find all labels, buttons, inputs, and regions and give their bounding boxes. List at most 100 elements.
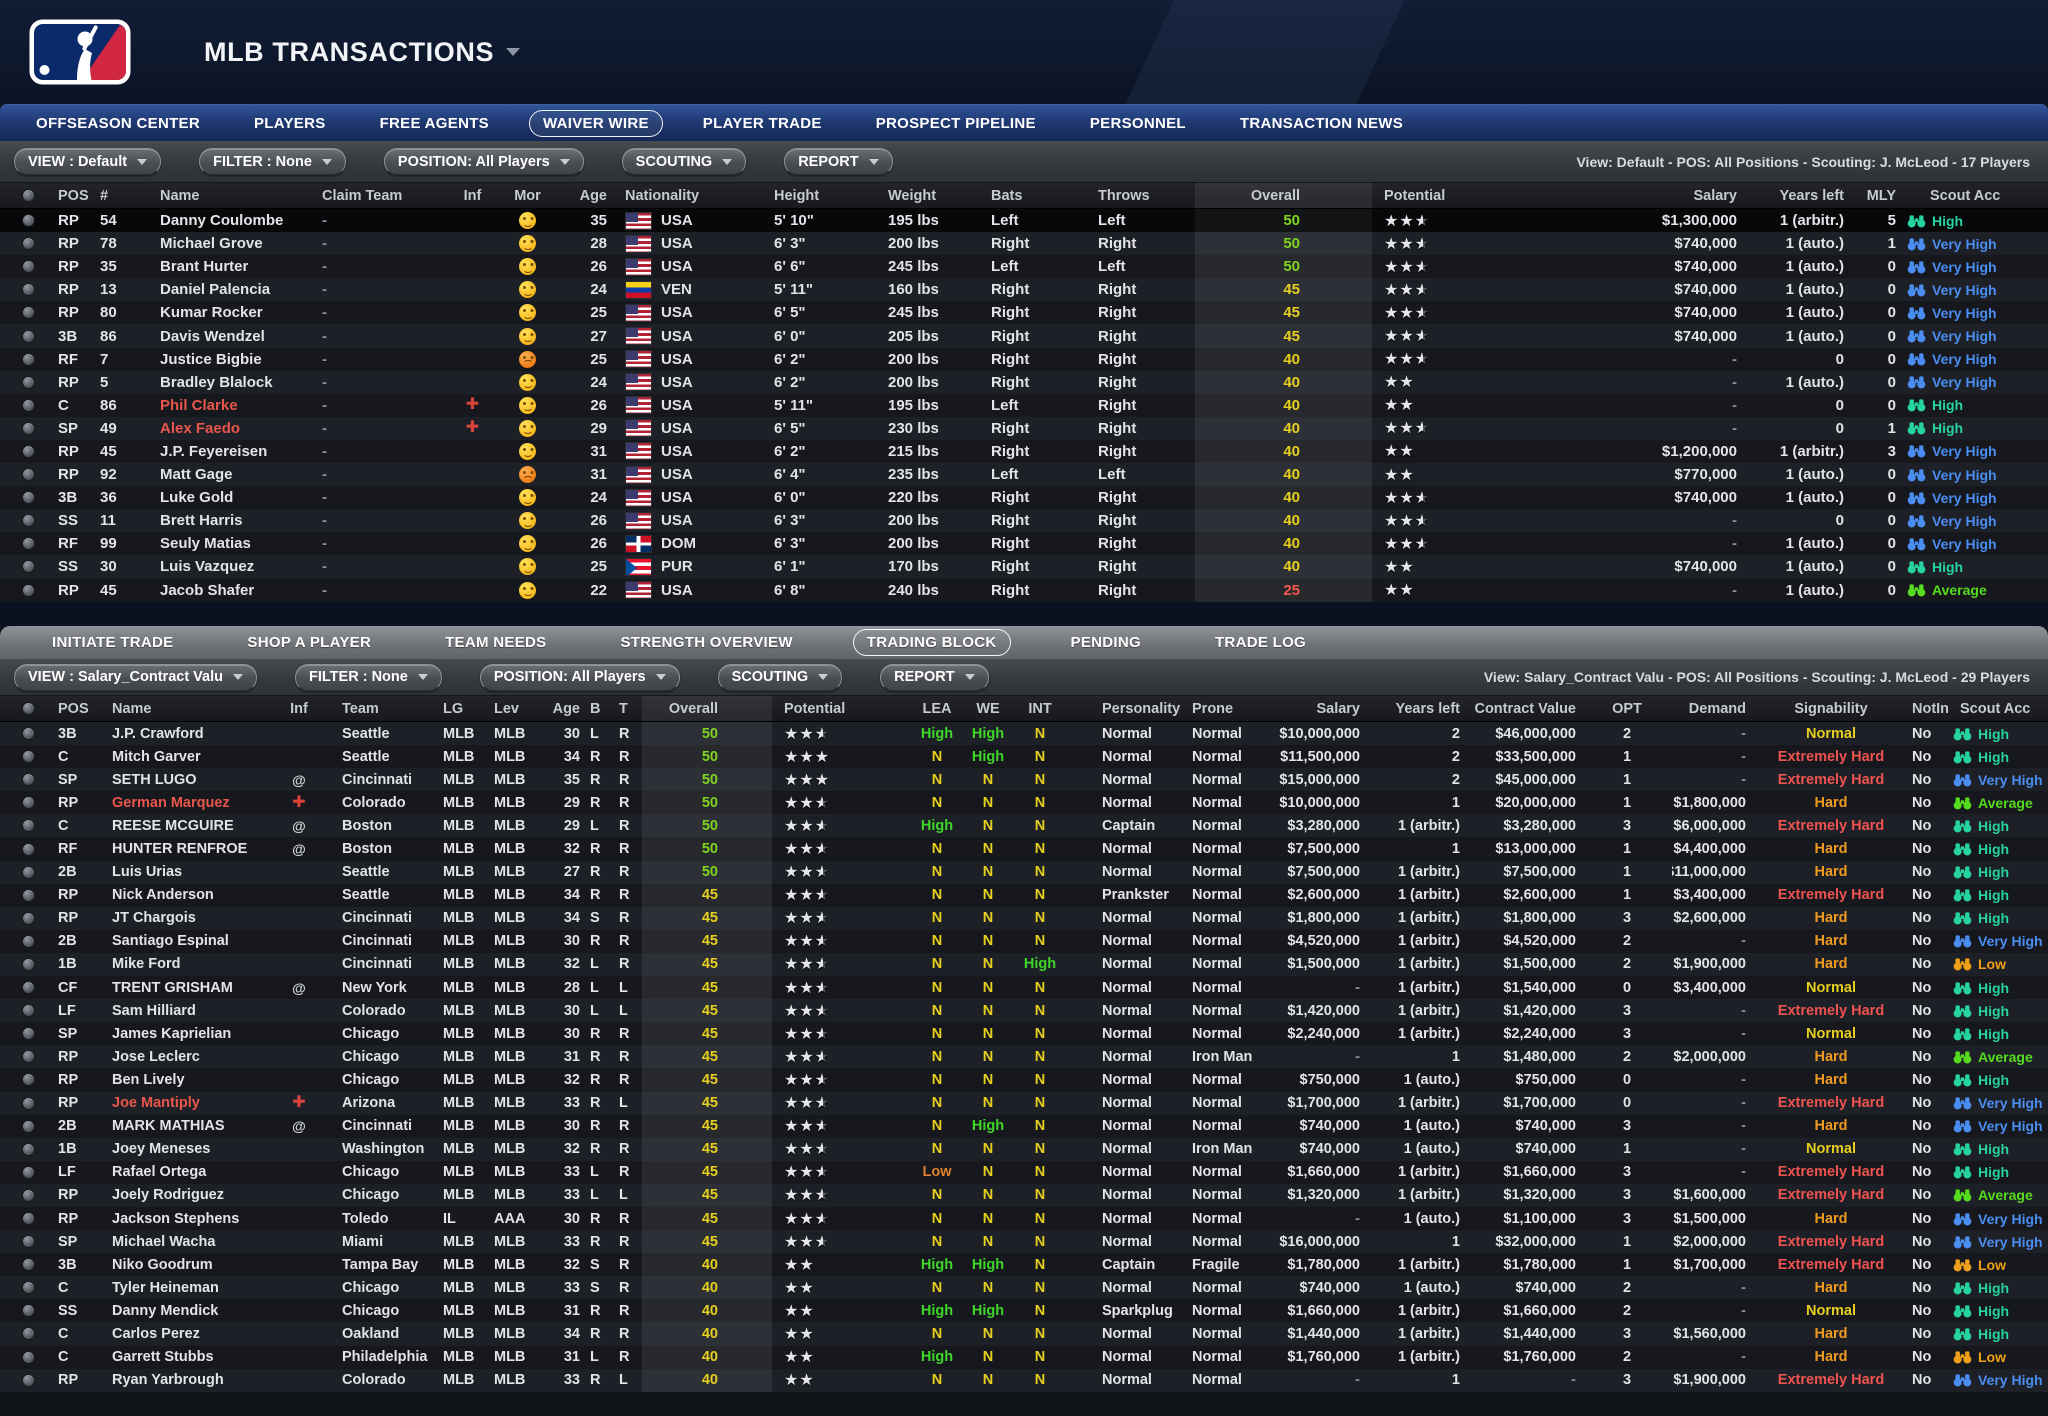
radio-button[interactable] [21, 1073, 35, 1087]
block-row[interactable]: 2B MARK MATHIAS @ Cincinnati MLB MLB 30 R R 45 ★ ★ ★… [0, 1114, 2048, 1138]
col-header-weight[interactable]: Weight [888, 187, 937, 204]
player-name[interactable]: Garrett Stubbs [112, 1349, 214, 1366]
radio-button[interactable] [21, 750, 35, 764]
col-header-pot[interactable]: Potential [1384, 187, 1446, 204]
player-name[interactable]: Sam Hilliard [112, 1002, 196, 1019]
player-name[interactable]: Niko Goodrum [112, 1256, 213, 1273]
player-name[interactable]: Ryan Yarbrough [112, 1372, 224, 1389]
col-header-team[interactable]: Team [342, 700, 379, 717]
radio-button[interactable] [21, 842, 35, 856]
player-name[interactable]: Matt Gage [160, 466, 233, 484]
radio-button[interactable] [21, 214, 35, 228]
filter-position[interactable]: POSITION: All Players [479, 663, 680, 691]
col-header-ovr[interactable]: Overall [1195, 183, 1372, 208]
col-header-select[interactable] [0, 183, 56, 208]
tab-initiate-trade[interactable]: INITIATE TRADE [52, 634, 174, 651]
player-name[interactable]: Tyler Heineman [112, 1279, 219, 1296]
col-header-prone[interactable]: Prone [1192, 700, 1234, 717]
waiver-row[interactable]: RP 45 Jacob Shafer -22 USA 6' 8" 240 lbs Right R… [0, 578, 2048, 602]
tab-personnel[interactable]: PERSONNEL [1089, 114, 1186, 132]
radio-button[interactable] [21, 888, 35, 902]
radio-button[interactable] [21, 1212, 35, 1226]
col-header-scout[interactable]: Scout Acc [1960, 700, 2031, 717]
waiver-row[interactable]: RP 78 Michael Grove -28 USA 6' 3" 200 lbs Right… [0, 232, 2048, 256]
player-name[interactable]: Seuly Matias [160, 535, 251, 553]
col-header-mly[interactable]: MLY [1866, 187, 1896, 204]
block-row[interactable]: SP James Kaprielian Chicago MLB MLB 30 R R 45 ★ ★ ★… [0, 1022, 2048, 1046]
player-name[interactable]: Kumar Rocker [160, 304, 263, 322]
filter-view[interactable]: VIEW : Default [14, 148, 162, 175]
block-row[interactable]: C Tyler Heineman Chicago MLB MLB 33 S R 40 ★ ★ N N N N… [0, 1276, 2048, 1300]
player-name[interactable]: REESE MCGUIRE [112, 817, 234, 834]
col-header-inf[interactable]: Inf [463, 187, 482, 204]
radio-button[interactable] [21, 514, 35, 528]
col-header-throws[interactable]: Throws [1098, 187, 1150, 204]
col-header-pers[interactable]: Personality [1102, 700, 1181, 717]
col-header-demand[interactable]: Demand [1688, 700, 1746, 717]
col-header-opt[interactable]: OPT [1612, 700, 1642, 717]
player-name[interactable]: Phil Clarke [160, 396, 238, 414]
radio-button[interactable] [21, 981, 35, 995]
radio-button[interactable] [21, 306, 35, 320]
player-name[interactable]: SETH LUGO [112, 771, 197, 788]
player-name[interactable]: Ben Lively [112, 1071, 185, 1088]
col-header-name[interactable]: Name [160, 187, 200, 204]
waiver-row[interactable]: RP 80 Kumar Rocker -25 USA 6' 5" 245 lbs Right R… [0, 301, 2048, 325]
radio-button[interactable] [21, 444, 35, 458]
radio-button[interactable] [21, 957, 35, 971]
radio-button[interactable] [21, 237, 35, 251]
radio-button[interactable] [21, 1188, 35, 1202]
col-header-lg[interactable]: LG [443, 700, 464, 717]
player-name[interactable]: Luis Urias [112, 864, 183, 881]
block-row[interactable]: 3B Niko Goodrum Tampa Bay MLB MLB 32 S R 40 ★ ★ Hig… [0, 1253, 2048, 1277]
col-header-select[interactable] [0, 696, 56, 721]
waiver-row[interactable]: C 86 Phil Clarke - ✚ 26 USA 5' 11" 195 lbs Left Ri… [0, 393, 2048, 417]
player-name[interactable]: German Marquez [112, 794, 230, 811]
player-name[interactable]: HUNTER RENFROE [112, 841, 248, 858]
radio-button[interactable] [21, 560, 35, 574]
radio-button[interactable] [21, 1096, 35, 1110]
col-header-ovr[interactable]: Overall [642, 696, 772, 721]
tab-trading-block[interactable]: TRADING BLOCK [852, 629, 1011, 656]
tab-prospect-pipeline[interactable]: PROSPECT PIPELINE [875, 114, 1036, 132]
block-row[interactable]: C Garrett Stubbs Philadelphia MLB MLB 31 L R 40 ★… [0, 1345, 2048, 1369]
block-row[interactable]: 3BJ.P. CrawfordSeattleMLBMLB30LR50★★★Hig… [0, 722, 2048, 746]
block-row[interactable]: 2B Santiago Espinal Cincinnati MLB MLB 30 R R 45… [0, 929, 2048, 953]
col-header-age[interactable]: Age [552, 700, 580, 717]
radio-button[interactable] [21, 1258, 35, 1272]
player-name[interactable]: J.P. Feyereisen [160, 442, 268, 460]
col-header-nat[interactable]: Nationality [625, 187, 700, 204]
player-name[interactable]: Brant Hurter [160, 258, 249, 276]
col-header-pos[interactable]: POS [58, 700, 89, 717]
player-name[interactable]: TRENT GRISHAM [112, 979, 233, 996]
tab-free-agents[interactable]: FREE AGENTS [379, 114, 489, 132]
player-name[interactable]: Bradley Blalock [160, 373, 273, 391]
col-header-scout[interactable]: Scout Acc [1930, 187, 2001, 204]
waiver-row[interactable]: RF 7 Justice Bigbie -25 USA 6' 2" 200 lbs Right… [0, 347, 2048, 371]
player-name[interactable]: Mike Ford [112, 956, 181, 973]
radio-button[interactable] [21, 1050, 35, 1064]
col-header-contract[interactable]: Contract Value [1474, 700, 1576, 717]
filter-view[interactable]: VIEW : Salary_Contract Valu [14, 663, 258, 691]
radio-button[interactable] [21, 865, 35, 879]
filter-report[interactable]: REPORT [880, 663, 989, 691]
player-name[interactable]: Carlos Perez [112, 1325, 200, 1342]
player-name[interactable]: Jackson Stephens [112, 1210, 240, 1227]
waiver-row[interactable]: RF 99 Seuly Matias -26 DOM 6' 3" 200 lbs Right R… [0, 532, 2048, 556]
col-header-sig[interactable]: Signability [1794, 700, 1868, 717]
radio-button[interactable] [21, 421, 35, 435]
player-name[interactable]: Michael Wacha [112, 1233, 216, 1250]
radio-button[interactable] [21, 1373, 35, 1387]
player-name[interactable]: JT Chargois [112, 910, 196, 927]
